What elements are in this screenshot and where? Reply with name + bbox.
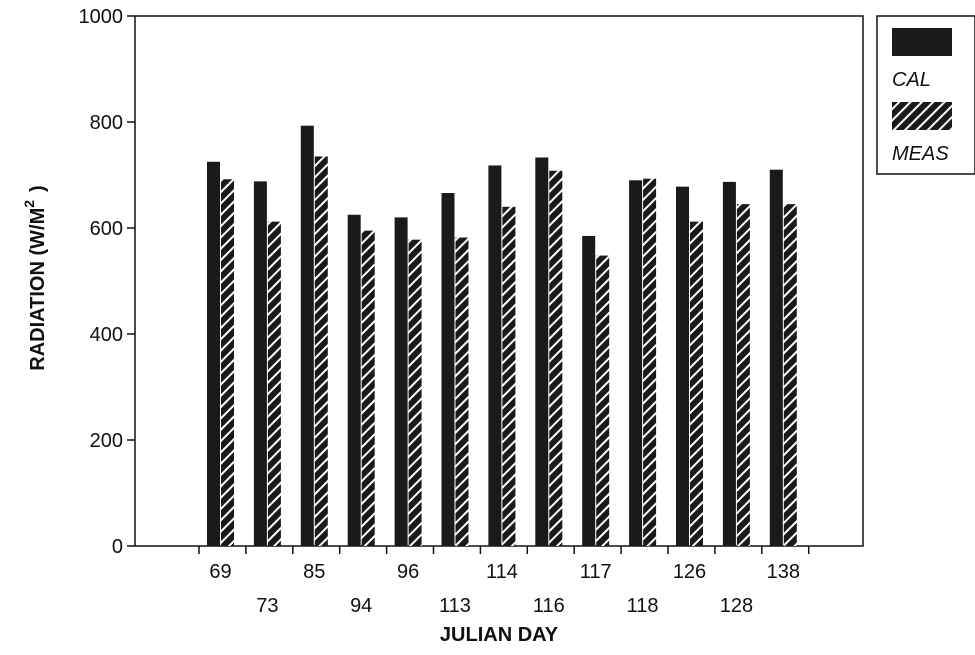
bar-cal-117 xyxy=(582,235,596,546)
bars xyxy=(207,125,797,547)
bar-meas-69 xyxy=(221,179,234,547)
y-axis-title: RADIATION (W/M2) xyxy=(21,185,49,370)
bar-cal-118 xyxy=(629,180,643,547)
y-tick-label: 200 xyxy=(90,430,123,452)
bar-cal-114 xyxy=(488,165,502,546)
bar-meas-118 xyxy=(643,178,657,546)
bar-cal-94 xyxy=(347,214,361,546)
x-tick-label: 73 xyxy=(256,595,278,617)
bar-cal-128 xyxy=(722,181,736,546)
y-axis-title-close: ) xyxy=(27,185,49,192)
bar-meas-73 xyxy=(267,221,281,546)
bar-cal-96 xyxy=(394,217,408,546)
x-tick-label: 116 xyxy=(533,595,565,617)
x-tick-label: 114 xyxy=(486,561,518,583)
x-tick-label: 126 xyxy=(673,561,706,583)
bar-meas-117 xyxy=(596,255,610,546)
bar-meas-96 xyxy=(408,239,422,546)
y-axis-title-main: RADIATION (W/M xyxy=(27,208,49,371)
bar-meas-94 xyxy=(361,230,375,546)
x-tick-label: 113 xyxy=(439,595,471,617)
bar-cal-73 xyxy=(253,181,267,547)
x-tick-label: 96 xyxy=(397,561,419,583)
x-tick-label: 85 xyxy=(303,561,325,583)
x-tick-label: 94 xyxy=(350,595,372,617)
y-axis: 0 200 400 600 800 1000 xyxy=(79,6,135,558)
bar-cal-116 xyxy=(535,157,549,546)
legend-swatch-cal xyxy=(892,28,952,56)
bar-meas-113 xyxy=(455,237,469,547)
bar-meas-126 xyxy=(690,221,703,546)
bar-cal-126 xyxy=(676,186,689,546)
bar-cal-138 xyxy=(769,169,783,546)
y-axis-title-sup: 2 xyxy=(21,200,37,208)
bar-cal-69 xyxy=(207,161,220,546)
bar-cal-85 xyxy=(300,125,314,547)
x-tick-label: 69 xyxy=(209,561,231,583)
legend-swatch-meas xyxy=(892,102,952,130)
x-axis-title: JULIAN DAY xyxy=(440,624,559,646)
y-tick-label: 0 xyxy=(112,536,123,558)
bar-meas-114 xyxy=(502,206,516,547)
bar-meas-138 xyxy=(783,204,797,546)
x-tick-label: 117 xyxy=(580,561,612,583)
x-tick-label: 128 xyxy=(720,595,753,617)
y-tick-label: 600 xyxy=(90,218,123,240)
x-axis: 69 73 85 94 96 113 114 116 117 118 126 128 138 xyxy=(198,546,810,617)
y-tick-label: 800 xyxy=(90,112,123,134)
x-tick-label: 118 xyxy=(627,595,659,617)
y-tick-label: 400 xyxy=(90,324,123,346)
bar-meas-128 xyxy=(736,204,750,546)
bar-cal-113 xyxy=(441,193,455,546)
legend-label-meas: MEAS xyxy=(892,143,949,165)
bar-meas-85 xyxy=(314,156,328,546)
x-tick-label: 138 xyxy=(767,561,800,583)
bar-meas-116 xyxy=(549,170,563,546)
legend: CAL MEAS xyxy=(876,15,975,175)
legend-label-cal: CAL xyxy=(892,69,931,91)
y-tick-label: 1000 xyxy=(79,6,124,28)
